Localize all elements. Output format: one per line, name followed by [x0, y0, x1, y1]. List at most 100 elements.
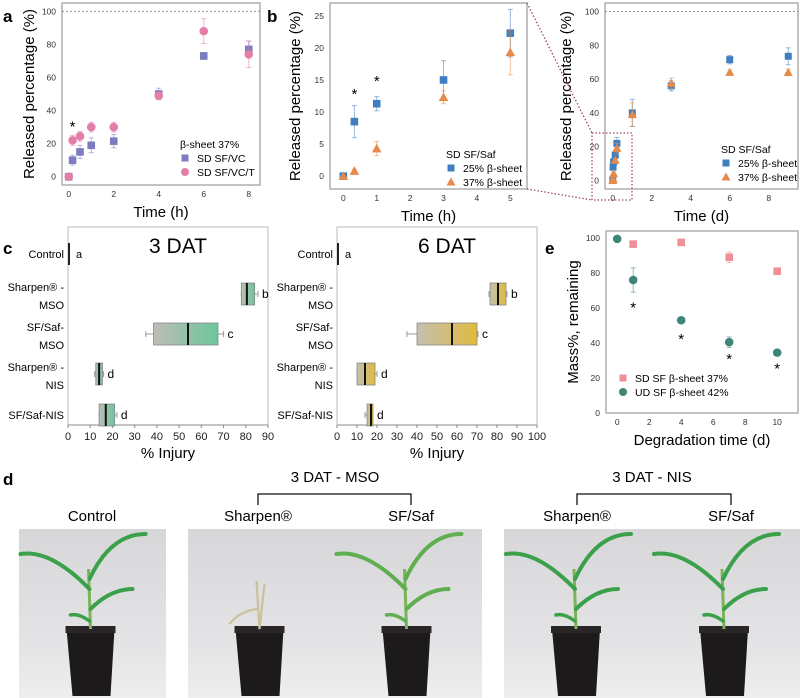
- legend: SD SF/Saf 25% β-sheet 37% β-sheet: [721, 144, 797, 184]
- y-tick-label: 20: [590, 142, 600, 152]
- wilted-leaves: [228, 580, 266, 630]
- leaf: [573, 532, 633, 581]
- data-point: [505, 47, 516, 57]
- legend-marker: [447, 164, 455, 172]
- x-tick-label: 90: [262, 431, 274, 443]
- significance-letter: c: [482, 327, 488, 341]
- significance-star: *: [774, 361, 780, 378]
- leaf: [384, 612, 408, 623]
- chart-panel-c-6dat: 0 10 20 30 40 50 60 70 80 90 100 % Injury 6 DAT Contr…: [277, 226, 546, 462]
- data-point: [772, 348, 782, 357]
- pot: [552, 629, 600, 696]
- data-point: [627, 110, 637, 119]
- legend-marker: [722, 159, 730, 167]
- x-tick-label: 2: [111, 189, 116, 199]
- legend-marker: [181, 168, 189, 176]
- x-tick-label: 0: [66, 189, 71, 199]
- x-axis-label: Time (h): [133, 204, 188, 221]
- significance-letter: b: [262, 287, 269, 301]
- data-point: [628, 275, 638, 285]
- data-point: [783, 67, 793, 76]
- x-tick-label: 70: [217, 431, 229, 443]
- y-tick-label: 20: [47, 139, 57, 149]
- x-tick-label: 20: [371, 431, 383, 443]
- leaf: [334, 551, 408, 591]
- pot-rim: [65, 626, 116, 633]
- y-tick-label: 5: [319, 139, 324, 149]
- y-tick-label: 15: [315, 75, 325, 85]
- leaf: [574, 587, 620, 611]
- x-tick-label: 70: [471, 431, 483, 443]
- pot: [235, 629, 284, 696]
- plot-frame: [605, 230, 799, 414]
- leaf: [702, 612, 725, 623]
- x-tick-label: 60: [195, 431, 207, 443]
- data-point: [439, 76, 448, 84]
- chart-panel-b: 0 1 2 3 4 5 0 5 10 15 20 25 Time (h) Released percent…: [287, 2, 528, 225]
- zoom-connector: [526, 2, 633, 201]
- bracket-mso: [257, 493, 412, 505]
- plant-photo-mso-sharpen: [188, 529, 335, 698]
- y-tick-label: 40: [591, 338, 601, 348]
- y-tick-label: 100: [585, 6, 599, 16]
- x-tick-label: 5: [508, 193, 513, 203]
- x-tick-label: 10: [84, 431, 96, 443]
- data-point: [724, 337, 734, 347]
- category-label: Sharpen® -: [277, 362, 334, 374]
- box: [98, 403, 116, 427]
- legend-marker: [619, 388, 627, 396]
- x-tick-label: 90: [511, 431, 523, 443]
- leaf: [87, 532, 148, 581]
- data-point: [244, 49, 254, 59]
- leaf: [68, 612, 92, 623]
- x-tick-label: 2: [647, 417, 652, 427]
- leaf: [504, 551, 577, 591]
- y-tick-label: 0: [594, 176, 599, 186]
- y-axis-label: Released percentage (%): [21, 9, 38, 179]
- box: [240, 282, 256, 306]
- legend: SD SF β-sheet 37% UD SF β-sheet 42%: [619, 373, 729, 399]
- y-axis-label: Mass%, remaining: [565, 260, 582, 383]
- x-tick-label: 0: [610, 193, 615, 203]
- x-tick-label: 40: [411, 431, 423, 443]
- category-label: Control: [298, 249, 333, 261]
- significance-letter: d: [121, 408, 128, 422]
- data-point: [154, 91, 164, 100]
- leaf: [554, 612, 577, 623]
- leaf: [18, 551, 92, 591]
- data-point: [611, 151, 619, 159]
- plot-frame: [604, 2, 799, 190]
- legend-title: β-sheet 37%: [180, 139, 239, 151]
- y-tick-label: 60: [47, 72, 57, 82]
- data-point: [349, 166, 360, 175]
- pot-rim: [699, 626, 749, 633]
- plot-frame: [329, 2, 528, 190]
- y-tick-label: 20: [591, 373, 601, 383]
- legend-label: 25% β-sheet: [463, 163, 522, 175]
- x-axis-label: % Injury: [141, 445, 196, 462]
- legend-title: SD SF/Saf: [446, 149, 496, 161]
- y-tick-label: 80: [591, 268, 601, 278]
- data-point: [68, 136, 77, 145]
- data-point: [76, 148, 84, 156]
- y-tick-label: 80: [47, 39, 57, 49]
- x-tick-label: 60: [451, 431, 463, 443]
- x-tick-label: 80: [240, 431, 252, 443]
- box: [153, 322, 219, 346]
- y-tick-label: 60: [591, 303, 601, 313]
- legend-label: SD SF/VC: [197, 153, 246, 165]
- y-tick-label: 0: [595, 408, 600, 418]
- legend-marker: [721, 172, 731, 181]
- y-tick-label: 60: [590, 74, 600, 84]
- data-point: [677, 238, 685, 247]
- x-tick-label: 8: [766, 193, 771, 203]
- photo-group-label-nis: 3 DAT - NIS: [612, 469, 691, 486]
- y-tick-label: 0: [51, 172, 56, 182]
- category-label: SF/Saf-: [27, 322, 65, 334]
- plant-photo-nis-sharpen: [504, 529, 652, 698]
- x-tick-label: 0: [334, 431, 340, 443]
- data-point: [109, 122, 119, 132]
- y-tick-label: 40: [47, 106, 57, 116]
- legend-label: SD SF β-sheet 37%: [635, 373, 728, 385]
- significance-letter: d: [108, 367, 115, 381]
